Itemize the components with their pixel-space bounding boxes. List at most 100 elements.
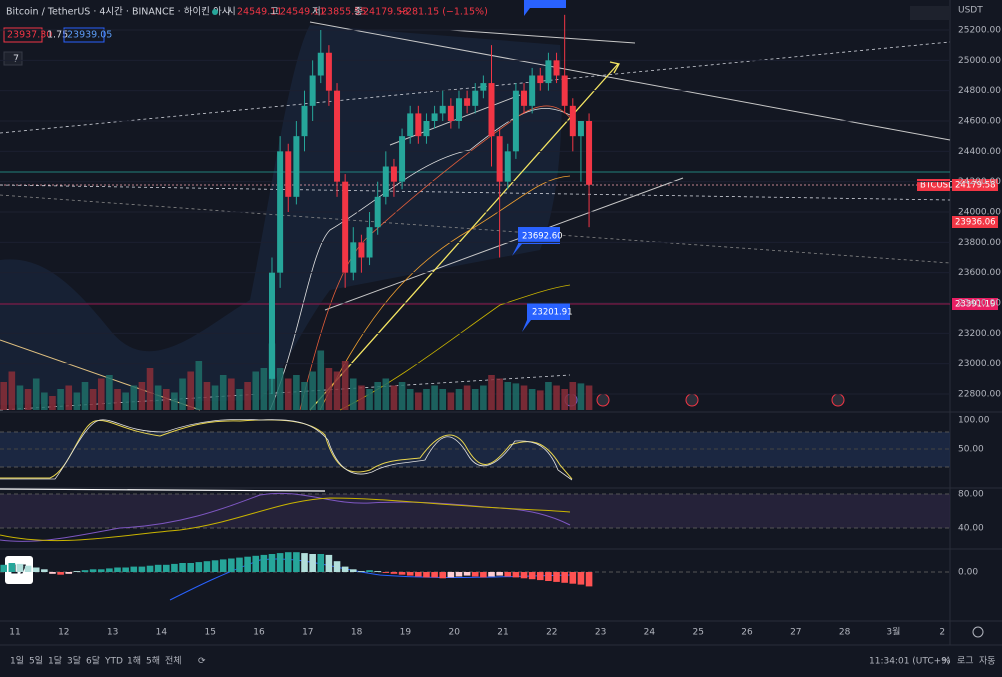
macd-bar xyxy=(0,564,7,572)
volume-bar xyxy=(561,389,568,410)
change: −281.15 (−1.15%) xyxy=(398,7,488,18)
volume-bar xyxy=(211,385,219,410)
price-tick-label: 24800.00 xyxy=(958,86,1001,96)
macd-bar xyxy=(203,561,211,572)
callout-text: 23692.60 xyxy=(522,232,563,242)
arrow-head xyxy=(609,61,620,74)
percent-toggle[interactable]: % xyxy=(942,657,951,667)
trendline xyxy=(389,94,521,146)
range-button[interactable]: 1일 xyxy=(10,656,24,667)
candle-body xyxy=(285,151,292,197)
volume-bar xyxy=(16,385,24,410)
macd-bar xyxy=(219,559,227,572)
volume-bar xyxy=(317,350,325,410)
date-tick-label: 22 xyxy=(546,628,557,638)
log-toggle[interactable]: 로그 xyxy=(957,657,974,667)
volume-bar xyxy=(325,368,333,410)
event-icon[interactable] xyxy=(831,393,845,407)
volume-bar xyxy=(431,385,438,410)
volume-bar xyxy=(569,382,577,410)
macd-bar xyxy=(8,563,16,572)
macd-bar xyxy=(366,570,373,572)
volume-bar xyxy=(585,385,593,410)
macd-bar xyxy=(398,572,406,575)
date-tick-label: 17 xyxy=(302,628,313,638)
macd-bar xyxy=(236,557,243,572)
level-tag xyxy=(952,216,998,228)
indicator-toggle[interactable] xyxy=(3,51,23,66)
volume-bar xyxy=(545,382,552,410)
ohlc-label: 저 xyxy=(312,7,321,18)
price-tick-label: 23800.00 xyxy=(958,238,1001,248)
date-range-icon[interactable]: ⟳ xyxy=(198,657,206,667)
range-button[interactable]: YTD xyxy=(104,657,123,667)
price-tick-label: 23200.00 xyxy=(958,329,1001,339)
volume-bar xyxy=(341,361,349,410)
date-tick-label: 3월 xyxy=(886,626,900,638)
volume-bar xyxy=(488,375,495,410)
range-button[interactable]: 1해 xyxy=(127,656,141,667)
macd-bar xyxy=(301,553,308,572)
macd-bar xyxy=(561,572,568,583)
range-button[interactable]: 전체 xyxy=(165,656,182,667)
range-button[interactable]: 3달 xyxy=(67,655,81,667)
volume-bar xyxy=(97,378,105,410)
status-dot xyxy=(212,9,218,15)
moving-average xyxy=(299,105,573,411)
macd-bar xyxy=(577,572,585,585)
candle-body xyxy=(586,121,593,185)
date-tick-label: 13 xyxy=(107,628,118,638)
candle-body xyxy=(268,272,275,379)
trendline xyxy=(0,488,326,492)
volume-bar xyxy=(203,382,211,410)
range-button[interactable]: 5일 xyxy=(29,656,43,667)
event-icon[interactable] xyxy=(685,393,699,407)
volume-bar xyxy=(73,392,81,410)
volume-bar xyxy=(228,378,235,410)
volume-bar xyxy=(260,368,268,410)
macd-bar xyxy=(106,568,113,572)
candle-body xyxy=(504,151,511,182)
candle-body xyxy=(374,196,381,228)
candle-body xyxy=(301,105,308,137)
settings-icon[interactable] xyxy=(972,626,984,638)
range-button[interactable]: 1달 xyxy=(48,655,62,667)
rsi-tick: 40.00 xyxy=(958,524,984,534)
macd-bar xyxy=(569,572,577,584)
price-tick-label: 23400.00 xyxy=(958,299,1001,309)
macd-bar xyxy=(471,572,479,577)
range-button[interactable]: 6달 xyxy=(86,655,100,667)
macd-bar xyxy=(309,554,316,572)
macd-bar xyxy=(65,572,73,574)
macd-bar xyxy=(130,566,138,572)
macd-bar xyxy=(32,567,40,572)
stoch-tick: 50.00 xyxy=(958,445,984,455)
candle-body xyxy=(488,83,495,137)
macd-bar xyxy=(553,572,560,582)
date-tick-label: 16 xyxy=(253,628,265,638)
level-price: 23391.19 xyxy=(955,300,996,310)
bid-box[interactable] xyxy=(3,27,43,43)
candle-body xyxy=(464,98,471,106)
auto-toggle[interactable]: 자동 xyxy=(979,656,996,667)
macd-bar xyxy=(512,572,520,578)
ask-box[interactable] xyxy=(63,27,105,43)
pane-buttons[interactable] xyxy=(910,6,950,20)
range-button[interactable]: 5해 xyxy=(146,656,160,667)
volume-bar xyxy=(423,389,430,410)
macd-bar xyxy=(179,563,186,572)
volume-bar xyxy=(65,385,73,410)
volume-bar xyxy=(309,371,316,410)
macd-bar xyxy=(187,563,194,572)
price-tick-label: 25000.00 xyxy=(958,56,1001,66)
candle-body xyxy=(569,105,576,137)
date-tick-label: 26 xyxy=(741,628,753,638)
event-icon[interactable] xyxy=(596,393,610,407)
candle-body xyxy=(529,75,536,106)
ask: 23939.05 xyxy=(67,30,112,41)
volume-bar xyxy=(122,392,129,410)
price-tick-label: 23600.00 xyxy=(958,268,1001,278)
candle-body xyxy=(407,113,414,137)
macd-bar xyxy=(455,572,463,577)
